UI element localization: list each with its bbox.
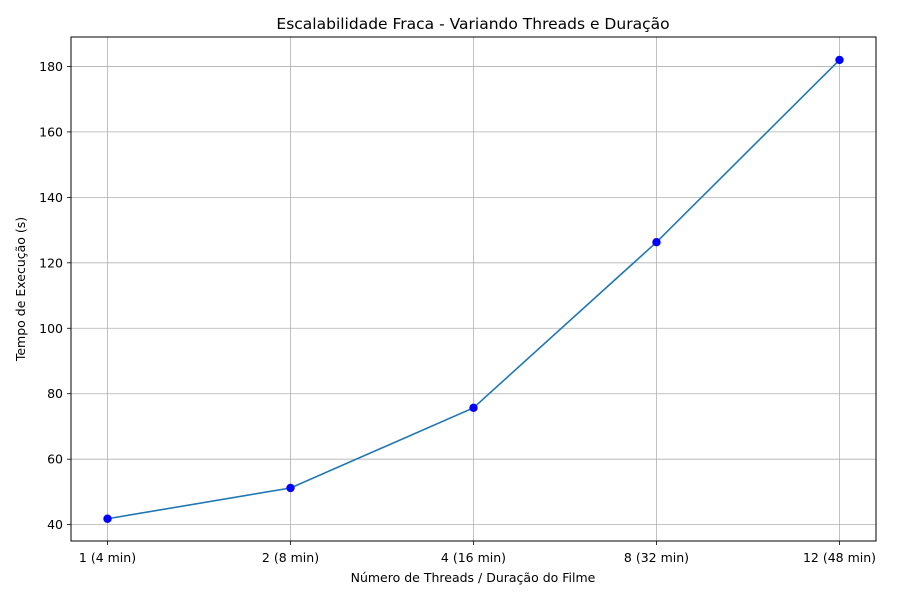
x-tick-label: 12 (48 min) — [803, 550, 876, 565]
series-layer — [103, 55, 844, 523]
x-tick-label: 2 (8 min) — [262, 550, 319, 565]
y-tick-label: 120 — [39, 255, 63, 270]
y-axis: 40 60 80 100 120 140 160 180 — [39, 59, 71, 532]
y-tick-label: 40 — [47, 517, 63, 532]
x-axis: 1 (4 min) 2 (8 min) 4 (16 min) 8 (32 min) 12… — [79, 541, 876, 565]
data-point — [286, 483, 295, 493]
x-tick-label: 1 (4 min) — [79, 550, 136, 565]
x-tick-label: 8 (32 min) — [624, 550, 689, 565]
y-tick-label: 180 — [39, 59, 63, 74]
x-axis-label: Número de Threads / Duração do Filme — [351, 570, 596, 585]
data-point — [835, 55, 844, 65]
y-tick-label: 140 — [39, 190, 63, 205]
y-axis-label: Tempo de Execução (s) — [13, 217, 28, 362]
y-tick-label: 80 — [47, 386, 63, 401]
grid — [71, 37, 876, 541]
x-tick-label: 4 (16 min) — [441, 550, 506, 565]
y-tick-label: 60 — [47, 452, 63, 467]
data-point — [103, 514, 112, 523]
data-point — [469, 403, 478, 412]
y-tick-label: 100 — [39, 321, 63, 336]
chart-title: Escalabilidade Fraca - Variando Threads … — [276, 15, 669, 33]
y-tick-label: 160 — [39, 124, 63, 139]
data-point — [652, 238, 661, 247]
